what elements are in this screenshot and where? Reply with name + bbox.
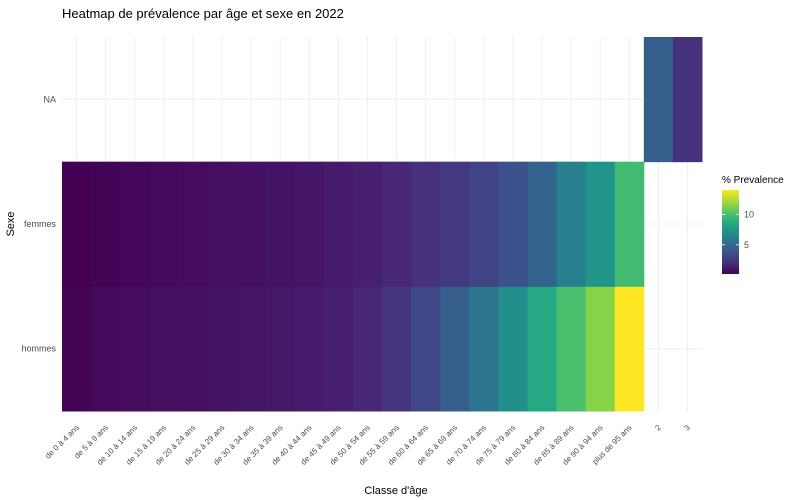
x-tick-label: 3 <box>682 423 692 433</box>
heatmap-cell <box>265 161 296 287</box>
heatmap-cell <box>527 286 558 412</box>
legend-tick-label: 10 <box>744 209 754 219</box>
x-tick-label: 2 <box>653 423 663 433</box>
heatmap-cell <box>236 286 267 412</box>
heatmap-cell <box>411 161 441 287</box>
heatmap-cell <box>585 286 616 412</box>
heatmap-cell <box>323 161 354 287</box>
heatmap-cell <box>294 286 325 412</box>
heatmap-cell <box>120 161 150 287</box>
heatmap-cell <box>62 286 92 412</box>
heatmap-cell <box>91 286 121 412</box>
heatmap-cell <box>352 286 383 412</box>
heatmap-cell <box>120 286 150 412</box>
heatmap-cell <box>672 37 703 163</box>
y-tick-labels: hommes femmes NA <box>21 94 56 353</box>
heatmap-cell <box>585 161 616 287</box>
y-tick-label: femmes <box>24 219 57 229</box>
heatmap-cell <box>614 286 645 412</box>
heatmap-cell <box>469 161 499 287</box>
chart-title: Heatmap de prévalence par âge et sexe en… <box>62 6 344 21</box>
heatmap-cell <box>294 161 325 287</box>
heatmap-cell <box>643 37 674 163</box>
heatmap-cell <box>149 286 179 412</box>
heatmap-cell <box>178 286 208 412</box>
y-tick-label: NA <box>43 94 56 104</box>
legend-colorbar <box>722 190 739 274</box>
heatmap-cell <box>178 161 208 287</box>
heatmap-cell <box>411 286 441 412</box>
heatmap-cell <box>62 161 92 287</box>
heatmap-cell <box>556 161 587 287</box>
heatmap-cell <box>207 286 238 412</box>
heatmap-cell <box>440 286 470 412</box>
heatmap-cell <box>236 161 267 287</box>
heatmap-cell <box>323 286 354 412</box>
heatmap-cell <box>469 286 499 412</box>
heatmap-cell <box>498 161 528 287</box>
x-axis-title: Classe d'âge <box>364 485 427 497</box>
heatmap-cell <box>265 286 296 412</box>
heatmap-cell <box>382 161 412 287</box>
heatmap-cell <box>352 161 383 287</box>
y-axis-title: Sexe <box>5 211 17 236</box>
heatmap-cell <box>382 286 412 412</box>
heatmap-cell <box>91 161 121 287</box>
heatmap-cell <box>207 161 238 287</box>
legend: % Prevalence 5 10 <box>722 175 784 274</box>
heatmap-cell <box>498 286 528 412</box>
legend-title: % Prevalence <box>722 175 784 186</box>
heatmap-cell <box>614 161 645 287</box>
heatmap-cell <box>149 161 179 287</box>
heatmap-cell <box>527 161 558 287</box>
heatmap-cell <box>440 161 470 287</box>
legend-tick-label: 5 <box>744 240 749 250</box>
y-tick-label: hommes <box>21 344 56 354</box>
heatmap-cells <box>62 37 703 412</box>
heatmap-cell <box>556 286 587 412</box>
